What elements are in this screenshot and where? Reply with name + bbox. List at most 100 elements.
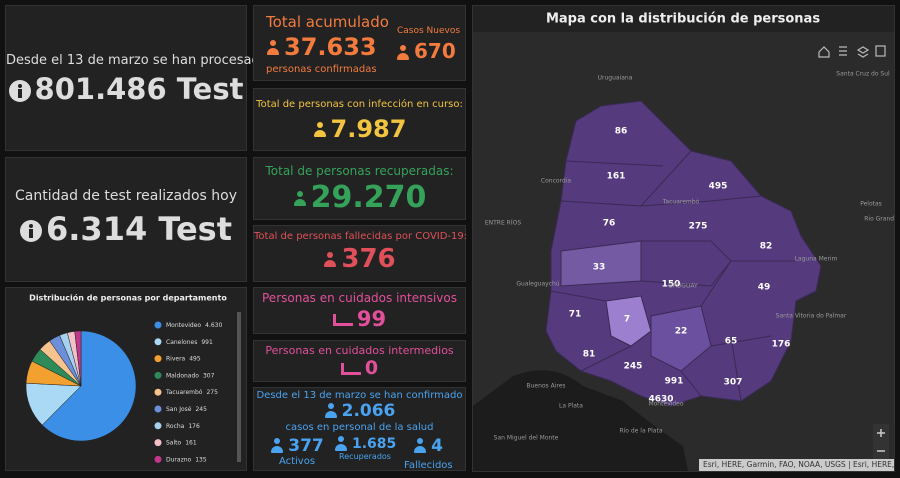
map-tools xyxy=(818,45,886,58)
person-icon xyxy=(323,251,337,268)
label: Total acumulado xyxy=(266,13,389,31)
legend-name: San José xyxy=(166,406,192,413)
new-value: 670 xyxy=(414,39,456,63)
legend-swatch xyxy=(154,455,162,463)
person-icon xyxy=(266,40,280,56)
place-label: Concordia xyxy=(541,178,571,185)
new-label: Casos Nuevos xyxy=(397,26,461,36)
attribution: Esri, HERE, Garmin, FAO, NOAA, USGS | Es… xyxy=(703,460,894,469)
region-label: 307 xyxy=(724,378,743,388)
map-panel: Mapa con la distribución de personas Esr… xyxy=(472,5,900,472)
info-icon xyxy=(20,220,42,242)
bed-icon xyxy=(332,314,353,326)
legend-label: Rivera 495 xyxy=(166,355,201,362)
scrollbar[interactable] xyxy=(237,312,241,462)
legend-swatch xyxy=(154,371,162,379)
region-label: 4630 xyxy=(648,395,673,405)
legend-value: 991 xyxy=(201,338,213,345)
place-label: Santa Vitoria do Palmar xyxy=(776,313,847,320)
legend-name: Rocha xyxy=(166,422,185,429)
stat-value-row: 377 xyxy=(266,436,328,456)
chart-title: Distribución de personas por departament… xyxy=(29,293,227,303)
value-row: 0 xyxy=(254,357,465,379)
label: Total de personas fallecidas por COVID-1… xyxy=(254,231,468,242)
region-label: 22 xyxy=(675,327,688,337)
tests-total-panel: Desde el 13 de marzo se han procesado 80… xyxy=(5,5,268,151)
value-row: 2.066 xyxy=(254,401,465,421)
map: Mapa con la distribución de personas Esr… xyxy=(473,6,900,471)
icu-panel: Personas en cuidados intensivos 99 xyxy=(253,287,466,334)
legend-name: Maldonado xyxy=(166,372,199,379)
recovered-panel: Total de personas recuperadas: 29.270 xyxy=(253,157,466,220)
value-row: 7.987 xyxy=(254,115,465,143)
legend-value: 176 xyxy=(188,422,200,429)
place-label: Buenos Aires xyxy=(526,383,565,390)
region-label: 245 xyxy=(624,362,643,372)
place-label: La Plata xyxy=(559,403,583,410)
pie-slice xyxy=(41,330,137,442)
legend-name: Salto xyxy=(166,439,182,446)
legend-swatch xyxy=(154,405,162,413)
place-label: Rio Grande xyxy=(864,216,894,223)
zoom-icons xyxy=(877,429,885,452)
legend-label: Salto 161 xyxy=(166,439,197,446)
sublabel: casos en personal de la salud xyxy=(285,422,434,433)
value: 99 xyxy=(356,307,387,331)
legend-swatch xyxy=(154,338,162,346)
place-label: ENTRE RÍOS xyxy=(485,220,521,227)
stat-value: 4 xyxy=(431,436,443,456)
stat: 377 Activos xyxy=(266,436,328,467)
legend-label: Maldonado 307 xyxy=(166,372,215,379)
legend-swatch xyxy=(154,388,162,396)
place-label: Pelotas xyxy=(860,201,882,208)
stat-label: Fallecidos xyxy=(404,460,453,471)
place-label: Río de la Plata xyxy=(619,428,662,435)
region-highlight xyxy=(605,295,652,347)
stat-value-row: 1.685 xyxy=(334,436,396,452)
pie-slice xyxy=(74,330,82,387)
region-label: 7 xyxy=(624,315,630,325)
stat: 4 Fallecidos xyxy=(404,436,453,471)
region-highlight xyxy=(650,305,712,372)
stat-value-row: 4 xyxy=(404,436,452,456)
new-row: 670 xyxy=(396,39,456,63)
stat-label: Recuperados xyxy=(339,452,391,461)
label: Desde el 13 de marzo se han confirmado xyxy=(256,390,463,401)
sublabel: personas confirmadas xyxy=(266,64,377,75)
person-icon xyxy=(313,122,327,138)
value: 6.314 Test xyxy=(46,210,232,248)
person-icon xyxy=(396,44,410,61)
place-label: Laguna Merim xyxy=(795,256,838,263)
water xyxy=(473,370,688,471)
label: Desde el 13 de marzo se han procesado xyxy=(6,53,268,68)
place-label: URUGUAY xyxy=(668,283,698,290)
stat: 1.685 Recuperados xyxy=(334,436,396,461)
value: 0 xyxy=(364,357,379,379)
legend-value: 245 xyxy=(195,406,207,413)
stat-label: Activos xyxy=(278,456,316,467)
legend-label: Rocha 176 xyxy=(166,422,200,429)
legend-swatch xyxy=(154,355,162,363)
region-label: 76 xyxy=(603,219,616,229)
label: Cantidad de test realizados hoy xyxy=(15,188,237,204)
region-label: 161 xyxy=(607,172,626,182)
value: 29.270 xyxy=(310,180,427,215)
legend-label: San José 245 xyxy=(166,406,207,413)
region-borders xyxy=(550,150,796,402)
place-label: Montevideo xyxy=(648,401,683,408)
region-label: 275 xyxy=(689,222,708,232)
tests-today-panel: Cantidad de test realizados hoy 6.314 Te… xyxy=(5,157,247,282)
place-label: San Miguel del Monte xyxy=(494,435,559,442)
legend-label: Tacuarembó 275 xyxy=(165,389,218,396)
region-label: 150 xyxy=(662,280,681,290)
legend-name: Durazno xyxy=(166,456,192,463)
legend-swatch xyxy=(154,321,162,329)
legend-name: Rivera xyxy=(166,355,186,362)
map-title: Mapa con la distribución de personas xyxy=(546,12,820,27)
place-label: Tacuarembó xyxy=(662,199,700,206)
stat-value: 1.685 xyxy=(352,436,397,452)
attribution-bg xyxy=(699,459,894,471)
legend-name: Canelones xyxy=(166,338,197,345)
legend-value: 161 xyxy=(185,439,197,446)
